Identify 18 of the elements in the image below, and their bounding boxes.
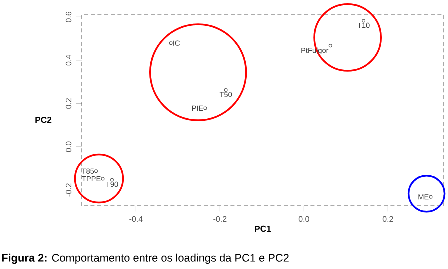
y-tick-label: -0.2 bbox=[66, 184, 72, 197]
x-tick-label: 0.2 bbox=[382, 216, 394, 222]
x-tick-label: -0.2 bbox=[214, 216, 227, 222]
x-tick-label: 0.0 bbox=[298, 216, 310, 222]
y-tick-label: 0.6 bbox=[66, 12, 72, 22]
point bbox=[101, 177, 105, 181]
text: Figura 2: Comportamento entre os loadings da PC1 e PC2 bbox=[2, 254, 289, 264]
y-axis-title: PC2 bbox=[36, 116, 52, 124]
y-tick-label: 0.4 bbox=[66, 55, 72, 66]
x-tick-label: -0.4 bbox=[130, 216, 143, 222]
point bbox=[429, 195, 433, 199]
y-tick-label: 0.0 bbox=[66, 142, 72, 152]
point bbox=[204, 106, 208, 110]
x-axis-title: PC1 bbox=[255, 226, 272, 232]
y-tick-label: 0.2 bbox=[66, 98, 72, 109]
point bbox=[94, 170, 98, 174]
point bbox=[328, 44, 332, 48]
point bbox=[169, 42, 173, 46]
